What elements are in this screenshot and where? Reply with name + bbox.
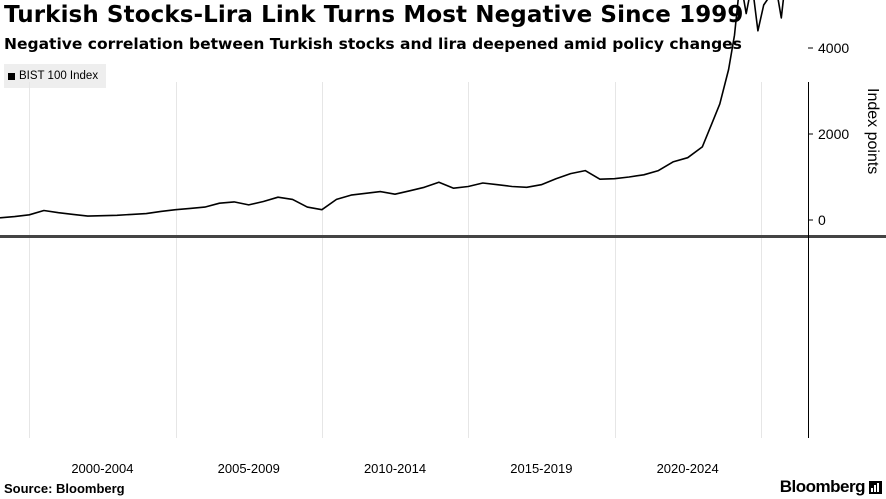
x-tick-label: 2020-2024 [657, 461, 719, 476]
chart-title: Turkish Stocks-Lira Link Turns Most Nega… [4, 2, 744, 28]
series-line-bist-100 [0, 0, 785, 219]
x-tick-label: 2015-2019 [510, 461, 572, 476]
brand-name: Bloomberg [779, 477, 866, 496]
legend-swatch [8, 72, 15, 80]
x-tick-label: 2005-2009 [218, 461, 280, 476]
bloomberg-chart-icon [869, 480, 882, 494]
chart-subtitle: Negative correlation between Turkish sto… [4, 35, 742, 53]
y-tick-label: 0 [818, 212, 826, 228]
y-axis-label: Index points [864, 88, 881, 174]
legend: BIST 100 Index [4, 64, 107, 88]
brand-logo: Bloomberg [780, 477, 882, 497]
y-tick-label: 4000 [818, 40, 849, 56]
y-tick-label: 2000 [818, 126, 849, 142]
legend-label: BIST 100 Index [19, 70, 99, 82]
x-tick-label: 2010-2014 [364, 461, 426, 476]
source-note: Source: Bloomberg [4, 481, 125, 496]
x-tick-label: 2000-2004 [71, 461, 133, 476]
